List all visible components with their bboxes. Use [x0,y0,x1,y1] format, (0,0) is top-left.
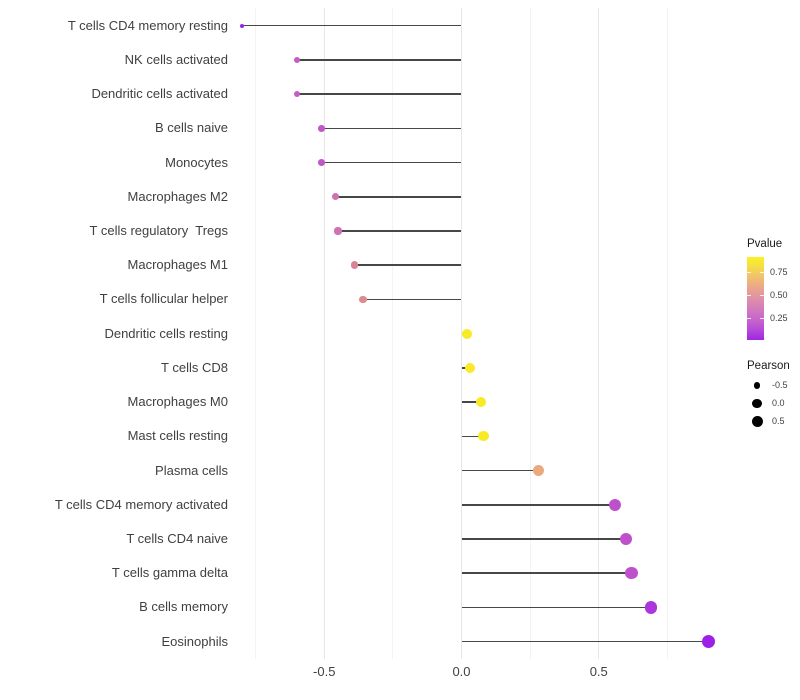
lollipop-point [318,159,325,166]
lollipop-stem [461,401,481,403]
lollipop-point [331,193,339,201]
y-axis-label: Mast cells resting [127,428,228,444]
y-axis-label: T cells CD4 memory resting [67,17,228,33]
lollipop-stem [362,298,462,301]
pvalue-tick-label: 0.25 [770,313,788,324]
lollipop-point [619,532,633,546]
lollipop-point [464,362,475,373]
gridline-minor [529,8,531,659]
gridline-major [323,8,325,659]
lollipop-stem [461,640,709,643]
pearson-legend-dot [753,381,761,389]
pearson-legend-title: Pearson [747,360,790,372]
lollipop-point [318,125,325,132]
x-axis-tick-label: -0.5 [313,664,336,679]
y-axis-label: Macrophages M1 [127,257,228,273]
y-axis-label: Macrophages M2 [127,188,228,204]
gridline-major [598,8,600,659]
pearson-legend-label: -0.5 [772,380,788,391]
pearson-legend-label: 0.0 [772,398,785,409]
y-axis-label: T cells gamma delta [111,565,228,581]
pvalue-tick-label: 0.75 [770,267,788,278]
lollipop-stem [461,572,632,574]
lollipop-stem [461,435,484,438]
pearson-legend-label: 0.5 [772,416,785,427]
y-axis-label: T cells CD4 memory activated [54,496,228,512]
lollipop-point [609,498,622,511]
y-axis-label: B cells naive [155,120,228,136]
pvalue-colorbar [747,257,764,340]
x-axis-tick-label: 0.5 [589,664,608,679]
y-axis-label: T cells regulatory Tregs [89,223,228,239]
lollipop-point [462,328,472,339]
lollipop-stem [461,469,539,472]
lollipop-point [293,91,300,98]
pearson-legend-dot [751,415,763,427]
y-axis-label: Dendritic cells activated [91,86,228,102]
y-axis-label: NK cells activated [124,51,228,67]
colorbar-tick-mark [747,318,751,320]
lollipop-point [625,566,638,580]
lollipop-point [293,56,300,63]
lollipop-stem [461,538,627,540]
lollipop-stem [354,264,462,267]
lollipop-stem [337,230,462,232]
lollipop-point [701,634,716,649]
pearson-legend-dot [752,398,762,408]
y-axis-label: Macrophages M0 [127,394,228,410]
lollipop-stem [296,93,462,95]
lollipop-stem [335,196,462,198]
x-axis-tick-label: 0.0 [452,664,471,679]
colorbar-tick-mark [760,295,764,297]
lollipop-point [334,227,342,235]
y-axis-label: B cells memory [139,599,228,615]
lollipop-stem [461,606,651,609]
colorbar-tick-mark [760,272,764,274]
lollipop-stem [321,161,462,164]
gridline-minor [666,8,668,659]
lollipop-point [239,23,244,28]
colorbar-tick-mark [747,272,751,274]
y-axis-label: Monocytes [165,154,228,170]
y-axis-label: Eosinophils [161,633,229,649]
lollipop-stem [296,59,462,61]
lollipop-point [644,601,658,614]
gridline-minor [255,8,257,659]
lollipop-point [475,397,486,408]
y-axis-label: T cells follicular helper [99,291,228,307]
lollipop-point [532,465,544,477]
lollipop-point [350,261,359,269]
lollipop-stem [321,127,462,130]
pvalue-tick-label: 0.50 [770,290,788,301]
lollipop-stem [241,24,462,27]
y-axis-label: Dendritic cells resting [104,325,228,341]
gridline-minor [392,8,394,659]
y-axis-label: Plasma cells [155,462,228,478]
pvalue-legend-title: Pvalue [747,238,783,250]
lollipop-point [478,431,489,442]
colorbar-tick-mark [760,318,764,320]
colorbar-tick-mark [747,295,751,297]
lollipop-point [358,295,367,304]
y-axis-label: T cells CD4 naive [126,531,228,546]
lollipop-stem [461,503,616,506]
y-axis-label: T cells CD8 [161,359,228,375]
